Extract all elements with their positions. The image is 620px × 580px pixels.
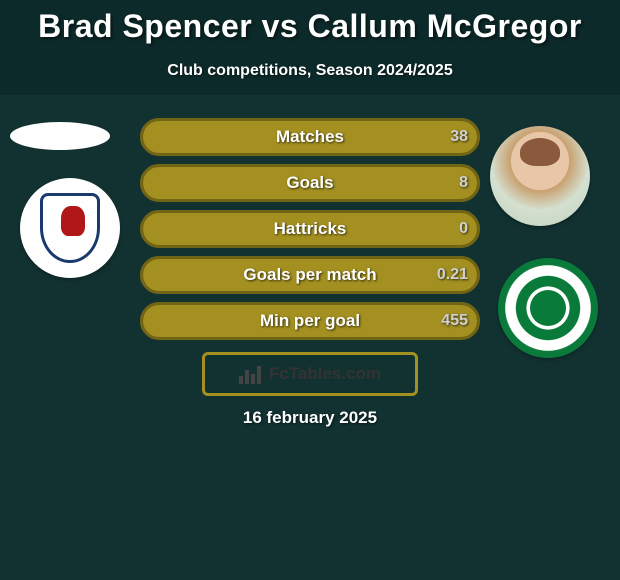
stat-row: Goals8 — [140, 164, 480, 202]
bar-chart-icon — [239, 364, 263, 384]
club-logo-right — [498, 258, 598, 358]
brand-label: FcTables.com — [269, 364, 381, 384]
stat-value-right: 8 — [459, 164, 468, 202]
stat-row: Hattricks0 — [140, 210, 480, 248]
page-title: Brad Spencer vs Callum McGregor — [0, 8, 620, 45]
stat-value-right: 455 — [441, 302, 468, 340]
player-photo-right — [490, 126, 590, 226]
stat-label: Matches — [140, 118, 480, 156]
stat-row: Matches38 — [140, 118, 480, 156]
page-subtitle: Club competitions, Season 2024/2025 — [0, 62, 620, 80]
date-label: 16 february 2025 — [0, 408, 620, 428]
stat-row: Min per goal455 — [140, 302, 480, 340]
shield-icon — [40, 193, 100, 263]
stat-label: Min per goal — [140, 302, 480, 340]
stat-label: Goals per match — [140, 256, 480, 294]
stat-row: Goals per match0.21 — [140, 256, 480, 294]
brand-box: FcTables.com — [202, 352, 418, 396]
player-photo-left — [10, 122, 110, 150]
clover-icon — [530, 290, 566, 326]
stat-value-right: 38 — [450, 118, 468, 156]
stat-value-right: 0.21 — [437, 256, 468, 294]
infographic-root: Brad Spencer vs Callum McGregor Club com… — [0, 0, 620, 580]
stat-label: Hattricks — [140, 210, 480, 248]
stat-value-right: 0 — [459, 210, 468, 248]
stat-label: Goals — [140, 164, 480, 202]
club-logo-left — [20, 178, 120, 278]
